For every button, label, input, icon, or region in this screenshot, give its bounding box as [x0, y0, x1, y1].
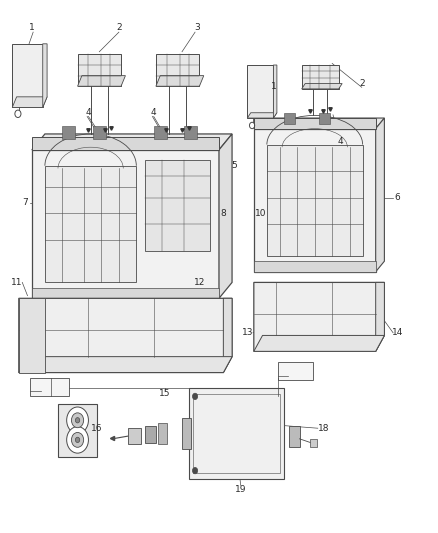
Text: 12: 12 — [194, 278, 205, 287]
Polygon shape — [154, 126, 167, 139]
Text: 4: 4 — [151, 108, 156, 117]
Polygon shape — [145, 160, 210, 251]
Polygon shape — [156, 54, 199, 86]
Polygon shape — [273, 65, 277, 118]
Polygon shape — [184, 126, 197, 139]
Polygon shape — [302, 84, 342, 89]
Polygon shape — [254, 118, 376, 128]
Circle shape — [71, 432, 84, 447]
Polygon shape — [254, 118, 385, 128]
Text: 3: 3 — [194, 23, 200, 33]
Polygon shape — [78, 76, 125, 86]
Polygon shape — [267, 144, 363, 256]
Polygon shape — [19, 298, 45, 373]
Polygon shape — [188, 389, 284, 479]
Text: 7: 7 — [22, 198, 28, 207]
Polygon shape — [278, 362, 313, 381]
Polygon shape — [156, 76, 204, 86]
Polygon shape — [58, 405, 97, 457]
Text: 8: 8 — [220, 209, 226, 218]
Polygon shape — [30, 378, 69, 397]
Polygon shape — [319, 113, 330, 124]
Polygon shape — [311, 439, 317, 447]
Polygon shape — [158, 423, 167, 444]
Text: 10: 10 — [254, 209, 266, 218]
Polygon shape — [284, 113, 295, 124]
Polygon shape — [78, 54, 121, 86]
Text: 19: 19 — [235, 484, 247, 494]
Polygon shape — [254, 282, 385, 351]
Polygon shape — [254, 128, 376, 272]
Polygon shape — [43, 44, 47, 108]
Text: 4: 4 — [338, 138, 344, 147]
Text: 2: 2 — [116, 23, 122, 33]
Polygon shape — [289, 425, 300, 447]
Polygon shape — [302, 65, 339, 89]
Polygon shape — [45, 166, 136, 282]
Text: 5: 5 — [231, 161, 237, 170]
Circle shape — [192, 467, 198, 474]
Polygon shape — [182, 418, 191, 449]
Text: 18: 18 — [318, 424, 329, 433]
Circle shape — [75, 418, 80, 423]
Text: 4: 4 — [85, 108, 91, 117]
Polygon shape — [219, 134, 232, 298]
Polygon shape — [376, 282, 385, 351]
Text: 2: 2 — [360, 79, 365, 88]
Circle shape — [192, 393, 198, 400]
Polygon shape — [145, 425, 156, 442]
Text: 1: 1 — [271, 82, 276, 91]
Polygon shape — [254, 335, 385, 351]
Text: 16: 16 — [92, 424, 103, 433]
Polygon shape — [12, 44, 43, 108]
Text: 13: 13 — [241, 328, 253, 337]
Polygon shape — [93, 126, 106, 139]
Text: 14: 14 — [392, 328, 403, 337]
Polygon shape — [127, 428, 141, 444]
Circle shape — [71, 413, 84, 427]
Polygon shape — [62, 126, 75, 139]
Text: 1: 1 — [29, 23, 35, 33]
Polygon shape — [32, 150, 219, 298]
Polygon shape — [247, 113, 277, 118]
Polygon shape — [32, 288, 219, 298]
Polygon shape — [32, 136, 219, 150]
Text: 6: 6 — [395, 193, 400, 202]
Polygon shape — [19, 357, 232, 373]
Text: 11: 11 — [11, 278, 22, 287]
Polygon shape — [247, 65, 273, 118]
Circle shape — [67, 407, 88, 433]
Polygon shape — [376, 118, 385, 272]
Polygon shape — [12, 97, 47, 108]
Circle shape — [67, 426, 88, 453]
Text: 15: 15 — [159, 389, 170, 398]
Polygon shape — [32, 134, 232, 150]
Polygon shape — [254, 261, 376, 272]
Polygon shape — [223, 298, 232, 373]
Polygon shape — [19, 298, 232, 373]
Circle shape — [75, 437, 80, 442]
